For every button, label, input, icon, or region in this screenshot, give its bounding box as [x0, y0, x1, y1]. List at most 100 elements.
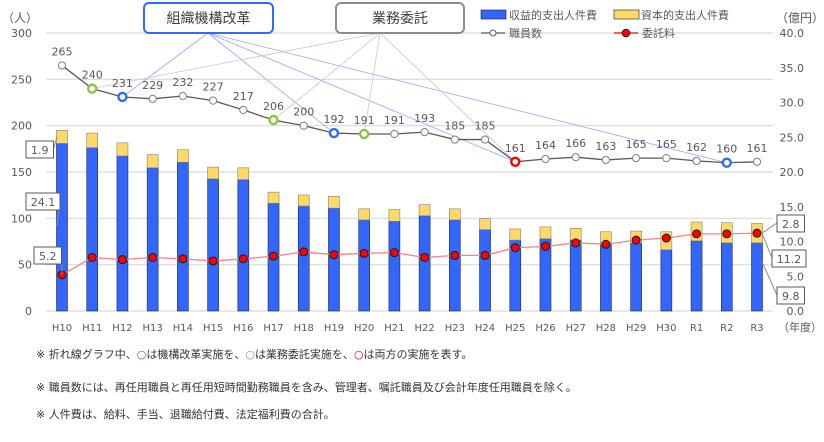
bar-capital-expense	[56, 130, 68, 144]
staff-marker-outsourcing	[87, 83, 98, 94]
annotation-box	[776, 214, 805, 233]
commission-dot	[238, 254, 248, 264]
annotation-leader	[53, 136, 58, 150]
commission-dot	[299, 247, 309, 257]
bar-capital-expense	[237, 167, 250, 180]
left-tick-label: 150	[11, 166, 32, 179]
bar-revenue-expense	[146, 167, 159, 312]
x-tick-label: H29	[626, 323, 646, 334]
staff-polyline	[61, 64, 758, 164]
right-tick-label: 35.0	[780, 62, 805, 75]
right-tick-label: 30.0	[780, 97, 805, 110]
staff-value-label: 185	[475, 120, 496, 133]
commission-dot	[571, 238, 581, 248]
annotation-box	[33, 246, 62, 265]
right-tick-label: 20.0	[780, 166, 805, 179]
staff-value-label: 192	[323, 113, 344, 126]
staff-marker-none	[571, 153, 580, 162]
callout-label: 組織機構改革	[167, 11, 251, 27]
annotation-box	[25, 140, 54, 159]
x-tick-label: H30	[656, 323, 676, 334]
callout-connector	[363, 32, 381, 135]
annotation-value: 2.8	[782, 218, 800, 231]
bar-revenue-expense	[600, 242, 612, 312]
x-tick-label: H26	[535, 323, 555, 334]
x-tick-label: H12	[112, 323, 132, 334]
bar-capital-expense	[146, 154, 159, 169]
bar-revenue-expense	[388, 221, 401, 312]
annotation-value: 1.9	[31, 144, 49, 157]
right-tick-label: 10.0	[780, 236, 805, 249]
annotation-value: 9.8	[782, 290, 800, 303]
staff-marker-both	[510, 156, 521, 168]
legend-label-commission: 委託料	[642, 26, 675, 40]
bar-revenue-expense	[660, 249, 673, 312]
staff-marker-none	[208, 96, 218, 105]
staff-marker-none	[692, 156, 701, 165]
staff-value-label: 162	[686, 141, 707, 154]
staff-marker-none	[752, 157, 762, 166]
staff-marker-outsourcing	[358, 128, 370, 140]
annotation-value: 11.2	[777, 253, 802, 266]
staff-value-label: 191	[384, 114, 405, 127]
staff-marker-none	[450, 135, 459, 144]
outsourcing-circle-icon: ○	[245, 348, 255, 361]
legend-marker-staff	[489, 29, 497, 37]
bar-revenue-expense	[630, 242, 642, 312]
staff-value-label: 166	[565, 137, 586, 150]
staff-value-label: 160	[716, 143, 737, 156]
x-axis-unit: （年度）	[778, 320, 822, 334]
commission-dot	[117, 255, 127, 265]
staff-value-label: 165	[626, 138, 647, 151]
staff-value-label: 163	[595, 140, 616, 153]
personnel-chart: 0 50 100 150 200 250 300 （人） 0.0 5.0 10.0 15.0 20.0…	[2, 2, 824, 334]
x-tick-label: H14	[173, 323, 193, 334]
left-tick-label: 0	[25, 305, 32, 318]
staff-marker-outsourcing	[268, 114, 279, 126]
callout-connector	[92, 32, 381, 89]
left-axis-people: 0 50 100 150 200 250 300 （人）	[2, 11, 38, 318]
bar-capital-expense	[418, 204, 431, 217]
staff-marker-none	[541, 154, 550, 164]
staff-value-label: 265	[52, 45, 73, 58]
commission-dot	[722, 229, 732, 239]
data-annotations: 1.9 24.1 5.2 2.8 11.2 9.8	[25, 136, 807, 305]
commission-polyline	[61, 232, 758, 276]
bar-revenue-expense	[207, 178, 219, 312]
annotation-box	[776, 286, 805, 305]
right-tick-label: 0.0	[787, 305, 805, 318]
staff-marker-none	[239, 105, 248, 115]
callout-boxes: 組織機構改革 業務委託	[143, 2, 465, 34]
annotation-value: 5.2	[39, 250, 57, 263]
commission-line	[57, 228, 762, 280]
annotation-leader	[761, 232, 773, 259]
x-tick-label: H25	[505, 323, 525, 334]
left-tick-label: 250	[11, 73, 32, 86]
x-tick-label: H16	[233, 323, 253, 334]
right-axis-oku-yen: 0.0 5.0 10.0 15.0 20.0 25.0 30.0 35.0 40.0 （億円）	[776, 11, 824, 318]
bar-revenue-expense	[449, 219, 461, 312]
x-tick-label: R1	[690, 323, 703, 334]
annotation-box	[771, 249, 807, 268]
staff-marker-none	[57, 61, 67, 70]
commission-dot	[208, 256, 218, 266]
x-tick-label: H21	[384, 323, 404, 334]
right-tick-label: 5.0	[787, 270, 805, 283]
commission-dot	[329, 250, 339, 260]
reform-circle-icon: ○	[136, 348, 147, 361]
bar-capital-expense	[328, 196, 340, 209]
commission-dot	[661, 233, 671, 243]
callout-connector	[273, 32, 381, 121]
bar-capital-expense	[86, 132, 99, 148]
staff-count-line: 265 240 231 229 232 227 217 206 200 192 191 191 193 1…	[52, 45, 768, 168]
legend-swatch-revenue	[480, 9, 507, 20]
staff-marker-reform	[117, 91, 128, 103]
x-tick-label: H23	[445, 323, 465, 334]
note-markers: ※ 折れ線グラフ中、○は機構改革実施を、○は業務委託実施を、○は両方の実施を表す…	[36, 348, 473, 361]
commission-dot	[269, 251, 279, 261]
callout-connector	[379, 32, 516, 163]
bar-revenue-expense	[418, 215, 431, 312]
staff-marker-reform	[721, 157, 732, 168]
callout-box-org-reform	[143, 2, 274, 34]
x-axis-years: H10 H11 H12 H13 H14 H15 H16 H17 H18 H19 H20 H21 H22 H…	[52, 320, 822, 334]
